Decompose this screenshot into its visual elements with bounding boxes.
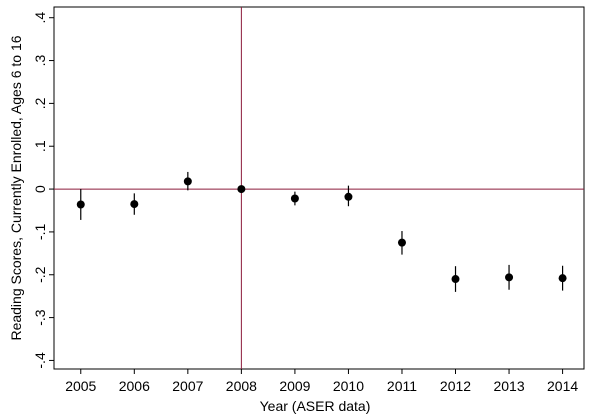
data-point [76, 200, 85, 209]
y-tick-label: .1 [32, 140, 48, 152]
y-axis-label: Reading Scores, Currently Enrolled, Ages… [8, 35, 24, 340]
y-axis: .4 .3 .2 .1 0 -.1 -.2 -.3 -.4 [32, 12, 54, 369]
y-tick-label: -.2 [32, 266, 48, 283]
data-point [183, 177, 192, 186]
x-tick-label: 2009 [279, 378, 310, 394]
x-tick-label: 2013 [493, 378, 524, 394]
y-tick-label: -.3 [32, 309, 48, 326]
y-tick-label: .3 [32, 55, 48, 67]
y-tick-label: -.1 [32, 224, 48, 241]
data-point [558, 274, 567, 283]
x-tick-label: 2011 [387, 378, 417, 394]
y-tick-label: -.4 [32, 352, 48, 369]
data-point [451, 275, 460, 284]
data-points [76, 171, 567, 292]
plot-frame [53, 6, 585, 370]
reference-lines [54, 7, 584, 369]
data-point [237, 185, 246, 194]
x-axis: 2005 2006 2007 2008 2009 2010 2011 2012 2013 2014 [65, 369, 578, 394]
x-tick-label: 2007 [172, 378, 203, 394]
x-tick-label: 2012 [440, 378, 471, 394]
data-point [130, 200, 139, 209]
y-tick-label: .4 [32, 12, 48, 24]
y-tick-label: 0 [32, 185, 48, 193]
data-point [344, 192, 353, 201]
x-tick-label: 2010 [333, 378, 364, 394]
x-tick-label: 2014 [547, 378, 578, 394]
data-point [505, 273, 514, 282]
y-tick-label: .2 [32, 97, 48, 109]
x-tick-label: 2006 [119, 378, 150, 394]
x-axis-label: Year (ASER data) [260, 398, 371, 414]
x-tick-label: 2005 [65, 378, 96, 394]
data-point [397, 238, 406, 247]
data-point [290, 194, 299, 203]
x-tick-label: 2008 [226, 378, 257, 394]
